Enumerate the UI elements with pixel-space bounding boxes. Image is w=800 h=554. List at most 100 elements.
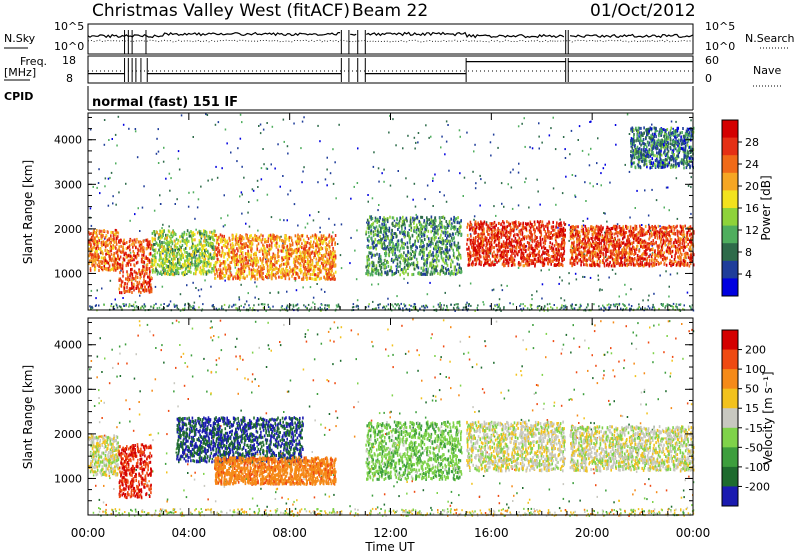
band-pixel xyxy=(334,277,336,281)
band-pixel xyxy=(118,266,120,270)
band-pixel xyxy=(459,266,461,270)
band-pixel xyxy=(452,272,455,276)
band-pixel xyxy=(266,267,269,271)
band-pixel xyxy=(179,248,181,252)
scatter-pixel xyxy=(560,297,562,300)
band-pixel xyxy=(254,238,257,242)
clutter-pixel xyxy=(288,306,290,309)
band-pixel xyxy=(534,258,537,262)
band-pixel xyxy=(441,216,443,219)
band-pixel xyxy=(315,264,317,268)
band-pixel xyxy=(392,253,394,257)
band-pixel xyxy=(381,222,383,226)
band-pixel xyxy=(182,271,185,274)
nave-tick-high: 60 xyxy=(705,54,719,67)
band-pixel xyxy=(238,243,240,247)
band-pixel xyxy=(164,254,166,258)
scatter-pixel xyxy=(559,276,561,279)
band-pixel xyxy=(172,254,175,258)
band-pixel xyxy=(89,253,91,257)
band-pixel xyxy=(145,289,148,293)
band-pixel xyxy=(180,257,182,261)
band-pixel xyxy=(134,254,137,258)
band-pixel xyxy=(328,271,330,275)
band-pixel xyxy=(207,261,209,265)
scatter-pixel xyxy=(205,113,207,116)
band-pixel xyxy=(185,263,187,267)
band-pixel xyxy=(430,237,433,241)
band-pixel xyxy=(458,246,461,250)
scatter-pixel xyxy=(600,184,602,187)
band-pixel xyxy=(371,253,374,257)
band-pixel xyxy=(399,254,402,258)
band-pixel xyxy=(169,268,172,272)
band-pixel xyxy=(261,260,264,264)
scatter-pixel xyxy=(241,193,243,196)
band-pixel xyxy=(474,249,476,252)
band-pixel xyxy=(319,247,322,251)
scatter-pixel xyxy=(356,229,358,232)
scatter-pixel xyxy=(115,162,117,165)
scatter-pixel xyxy=(491,289,494,292)
clutter-pixel xyxy=(385,305,388,308)
clutter-pixel xyxy=(424,306,426,309)
clutter-pixel xyxy=(408,308,411,311)
band-pixel xyxy=(404,218,407,222)
scatter-pixel xyxy=(507,183,509,186)
scatter-pixel xyxy=(423,221,425,224)
band-pixel xyxy=(241,243,243,247)
band-pixel xyxy=(225,266,227,270)
clutter-pixel xyxy=(549,302,551,305)
band-pixel xyxy=(111,259,113,263)
band-pixel xyxy=(148,260,151,264)
band-pixel xyxy=(395,268,398,272)
band-pixel xyxy=(311,263,313,267)
band-pixel xyxy=(99,247,101,251)
band-pixel xyxy=(226,268,228,272)
band-pixel xyxy=(251,259,253,263)
band-pixel xyxy=(303,244,305,248)
scatter-pixel xyxy=(169,189,171,192)
band-pixel xyxy=(378,264,381,267)
clutter-pixel xyxy=(531,308,533,310)
scatter-pixel xyxy=(161,285,164,288)
band-pixel xyxy=(248,270,251,274)
band-pixel xyxy=(266,275,268,279)
clutter-pixel xyxy=(622,303,624,306)
band-pixel xyxy=(119,255,122,259)
band-pixel xyxy=(284,274,287,278)
clutter-pixel xyxy=(297,307,300,310)
clutter-pixel xyxy=(666,304,668,307)
band-pixel xyxy=(405,253,407,257)
band-pixel xyxy=(407,232,410,235)
band-pixel xyxy=(284,269,286,273)
band-pixel xyxy=(102,243,105,247)
band-pixel xyxy=(242,243,244,247)
band-pixel xyxy=(435,236,437,239)
band-pixel xyxy=(296,235,299,239)
clutter-pixel xyxy=(571,303,573,306)
scatter-pixel xyxy=(194,217,196,220)
band-pixel xyxy=(123,283,126,287)
band-pixel xyxy=(211,232,214,236)
clutter-pixel xyxy=(222,308,225,311)
band-pixel xyxy=(125,255,128,259)
scatter-pixel xyxy=(97,182,100,184)
scatter-pixel xyxy=(550,127,552,130)
band-pixel xyxy=(295,251,297,255)
band-pixel xyxy=(90,251,92,255)
band-pixel xyxy=(395,271,397,275)
band-pixel xyxy=(89,247,91,251)
band-pixel xyxy=(292,272,294,276)
band-pixel xyxy=(366,258,369,262)
scatter-pixel xyxy=(108,139,110,141)
band-pixel xyxy=(326,277,329,281)
band-pixel xyxy=(237,270,239,274)
band-pixel xyxy=(237,276,239,280)
band-pixel xyxy=(145,238,147,242)
band-pixel xyxy=(524,226,526,230)
band-pixel xyxy=(325,269,328,272)
band-pixel xyxy=(257,265,260,269)
band-pixel xyxy=(212,242,214,246)
clutter-pixel xyxy=(324,307,326,310)
